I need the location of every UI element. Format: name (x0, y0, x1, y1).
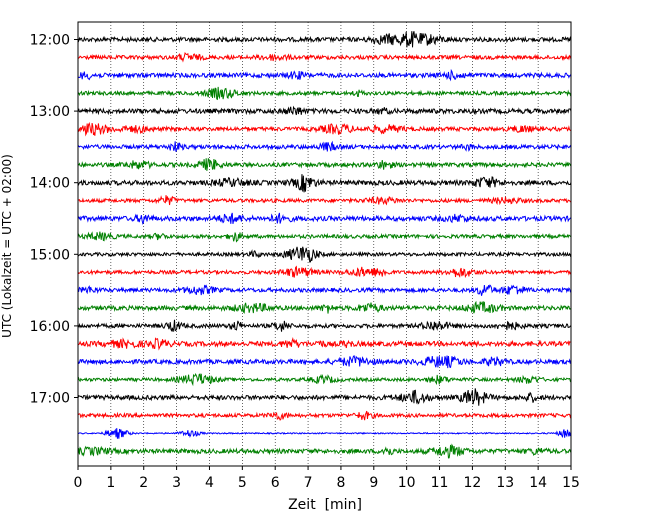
x-tick-label: 15 (562, 475, 580, 491)
seismic-trace (77, 319, 572, 332)
x-tick-label: 1 (106, 475, 115, 491)
x-tick-label: 11 (431, 475, 449, 491)
x-tick-label: 7 (304, 475, 313, 491)
y-tick-label: 16:00 (30, 319, 70, 335)
y-tick-label: 12:00 (30, 33, 70, 49)
seismic-trace (77, 336, 572, 351)
x-tick-label: 8 (336, 475, 345, 491)
seismic-trace (77, 86, 572, 101)
plot-frame (77, 21, 572, 467)
seismic-trace (77, 195, 571, 206)
seismic-trace (77, 52, 572, 63)
x-tick-label: 10 (398, 475, 416, 491)
seismic-trace (77, 354, 572, 369)
y-tick-label: 15:00 (30, 247, 70, 263)
x-tick-label: 4 (205, 475, 214, 491)
y-tick-label: 13:00 (30, 104, 70, 120)
y-axis-ticks: 12:00 13:00 14:00 15:00 16:00 17:00 (30, 33, 78, 407)
seismic-trace (77, 372, 572, 387)
x-tick-label: 3 (172, 475, 181, 491)
seismic-trace (77, 121, 572, 137)
seismic-trace (77, 231, 572, 243)
grid-lines (110, 22, 539, 466)
seismic-trace (77, 443, 572, 459)
seismic-trace (77, 68, 572, 82)
seismic-trace (77, 174, 572, 193)
x-tick-label: 6 (271, 475, 280, 491)
seismic-trace (77, 140, 572, 152)
seismic-trace (77, 284, 572, 296)
seismic-trace (77, 300, 572, 314)
x-tick-label: 13 (496, 475, 514, 491)
seismic-trace (77, 428, 572, 439)
seismic-trace (77, 388, 572, 406)
seismic-trace (77, 410, 572, 421)
seismic-trace (77, 265, 572, 279)
y-axis-label: UTC (Lokalzeit = UTC + 02:00) (0, 154, 14, 338)
x-tick-label: 5 (238, 475, 247, 491)
seismic-trace (77, 212, 572, 225)
x-tick-label: 12 (463, 475, 481, 491)
y-tick-label: 14:00 (30, 176, 70, 192)
x-tick-label: 14 (529, 475, 547, 491)
y-tick-label: 17:00 (30, 391, 70, 407)
x-axis-label: Zeit [min] (288, 497, 362, 513)
x-tick-label: 2 (139, 475, 148, 491)
x-tick-label: 0 (74, 475, 83, 491)
seismic-trace (77, 31, 572, 48)
seismic-trace (77, 246, 572, 263)
seismic-trace (77, 157, 572, 171)
seismic-trace (77, 105, 572, 116)
x-tick-label: 9 (369, 475, 378, 491)
seismic-traces (77, 31, 572, 459)
x-axis-ticks: 0 1 2 3 4 5 6 7 8 9 10 11 12 13 14 15 (74, 466, 580, 491)
